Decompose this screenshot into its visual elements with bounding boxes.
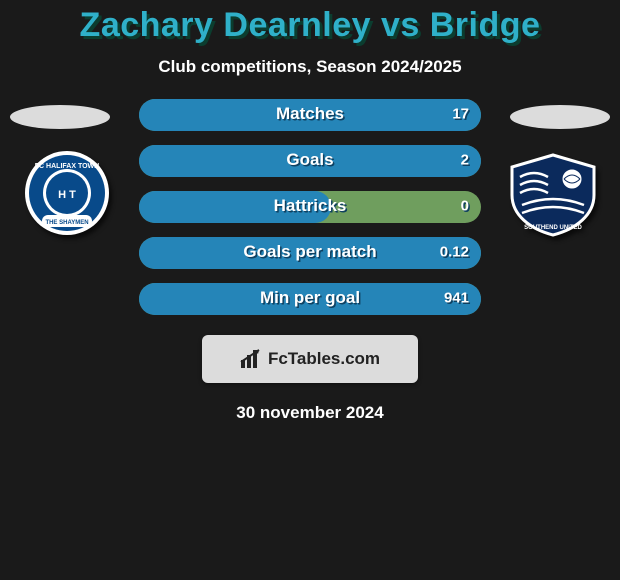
stat-row: Min per goal 941	[139, 283, 481, 315]
stat-row: Hattricks 0	[139, 191, 481, 223]
fctables-watermark: FcTables.com	[202, 335, 418, 383]
svg-text:THE SHAYMEN: THE SHAYMEN	[45, 220, 88, 226]
svg-text:FC HALIFAX TOWN: FC HALIFAX TOWN	[35, 163, 99, 170]
fctables-label: FcTables.com	[268, 349, 380, 369]
page-title: Zachary Dearnley vs Bridge	[0, 0, 620, 45]
stat-label: Goals	[286, 150, 333, 170]
comparison-area: H T FC HALIFAX TOWN THE SHAYMEN THE SHAY…	[0, 99, 620, 315]
player-left-ellipse	[10, 105, 110, 129]
club-badge-left: H T FC HALIFAX TOWN THE SHAYMEN THE SHAY…	[18, 149, 116, 237]
stat-value: 2	[461, 152, 469, 169]
player-right-ellipse	[510, 105, 610, 129]
footer-date: 30 november 2024	[0, 403, 620, 423]
svg-text:H T: H T	[58, 189, 76, 201]
bar-chart-icon	[240, 348, 262, 370]
stat-label: Goals per match	[243, 242, 376, 262]
halifax-badge-icon: H T FC HALIFAX TOWN THE SHAYMEN THE SHAY…	[18, 149, 116, 237]
subtitle: Club competitions, Season 2024/2025	[0, 57, 620, 77]
stat-row: Goals per match 0.12	[139, 237, 481, 269]
stat-value: 0	[461, 198, 469, 215]
southend-badge-icon: SOUTHEND UNITED	[504, 149, 602, 237]
club-badge-right: SOUTHEND UNITED	[504, 149, 602, 237]
stat-label: Hattricks	[274, 196, 347, 216]
stat-value: 17	[452, 106, 469, 123]
svg-text:SOUTHEND UNITED: SOUTHEND UNITED	[524, 225, 582, 231]
stat-row: Goals 2	[139, 145, 481, 177]
stat-row: Matches 17	[139, 99, 481, 131]
stat-value: 941	[444, 290, 469, 307]
stat-value: 0.12	[440, 244, 469, 261]
stat-label: Min per goal	[260, 288, 360, 308]
stat-rows: Matches 17 Goals 2 Hattricks 0 Goals per match…	[139, 99, 481, 315]
stat-label: Matches	[276, 104, 344, 124]
